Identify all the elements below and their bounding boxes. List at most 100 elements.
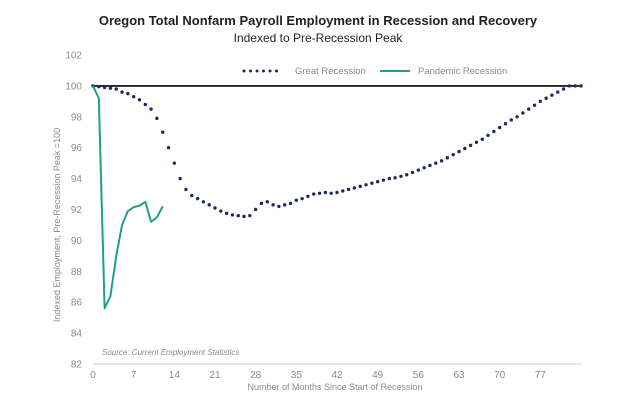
great-recession-point [544,96,548,100]
great-recession-point [230,213,235,217]
great-recession-point [236,213,240,218]
y-tick-label: 92 [71,205,83,216]
great-recession-point [439,159,444,163]
great-recession-point [294,198,299,202]
great-recession-point [224,211,229,216]
great-recession-point [120,90,124,94]
legend: Great Recession Pandemic Recession [242,66,507,77]
x-axis-ticks: 0 7 14 21 28 35 42 49 56 63 70 77 [90,370,546,381]
great-recession-point [190,193,194,198]
great-recession-point [149,107,153,111]
x-tick-label: 56 [413,370,425,381]
great-recession-point [370,181,374,185]
great-recession-point [306,194,310,199]
great-recession-point [242,214,246,219]
great-recession-point [375,179,380,184]
great-recession-point [259,201,264,206]
great-recession-point [312,192,316,196]
great-recession-point [329,191,333,195]
great-recession-point [422,166,426,170]
great-recession-point [416,168,421,172]
x-axis-label: Number of Months Since Start of Recessio… [247,382,422,392]
great-recession-point [248,213,252,218]
great-recession-point [341,189,345,193]
legend-pandemic-recession-label: Pandemic Recession [418,66,507,77]
great-recession-point [573,84,577,88]
great-recession-point [457,149,461,154]
x-tick-label: 42 [331,370,343,381]
y-tick-label: 88 [71,267,83,278]
great-recession-point [561,87,566,91]
x-tick-label: 14 [169,370,181,381]
great-recession-point [283,203,287,207]
great-recession-point [166,146,171,150]
x-tick-label: 49 [372,370,384,381]
legend-great-recession-label: Great Recession [295,66,366,77]
great-recession-point [213,206,217,210]
great-recession-point [137,98,142,102]
y-tick-label: 100 [65,81,82,92]
great-recession-point [346,187,351,192]
source-note: Source: Current Employment Statistics [102,348,239,357]
great-recession-point [527,107,531,111]
great-recession-point [532,103,537,107]
great-recession-point [463,146,467,151]
great-recession-point [556,90,560,94]
great-recession-point [451,152,455,157]
x-tick-label: 21 [209,370,221,381]
y-tick-label: 86 [71,298,83,309]
great-recession-point [579,84,583,88]
great-recession-point [277,204,281,209]
great-recession-point [538,99,543,104]
great-recession-point [126,91,130,96]
great-recession-point [486,133,490,138]
y-tick-label: 98 [71,112,83,123]
great-recession-point [131,95,136,99]
great-recession-point [253,207,258,212]
great-recession-point [428,163,432,168]
x-tick-label: 77 [535,370,547,381]
great-recession-point [364,183,368,187]
great-recession-point [288,201,293,206]
great-recession-point [300,196,304,201]
great-recession-point [515,115,519,119]
x-tick-label: 63 [453,370,465,381]
series-pandemic-recession-line [92,85,164,310]
great-recession-point [521,111,525,115]
y-tick-label: 94 [71,174,83,185]
great-recession-point [219,209,223,213]
great-recession-point [184,187,188,192]
great-recession-point [445,156,450,160]
great-recession-point [509,118,513,122]
great-recession-point [492,129,496,134]
y-tick-label: 102 [65,51,82,62]
y-tick-label: 90 [71,236,83,247]
y-tick-label: 82 [71,360,83,371]
great-recession-point [102,85,107,90]
great-recession-point [201,200,206,204]
great-recession-point [550,93,554,97]
great-recession-point [399,174,403,178]
great-recession-point [317,191,322,195]
great-recession-point [271,203,275,207]
great-recession-point [393,176,397,180]
great-recession-point [265,200,269,204]
great-recession-point [567,84,572,88]
great-recession-point [323,190,328,195]
x-tick-label: 28 [250,370,262,381]
great-recession-point [114,87,118,91]
y-axis-label: Indexed Employment, Pre-Recession Peak =… [52,128,62,322]
chart-title: Oregon Total Nonfarm Payroll Employment … [99,13,538,28]
great-recession-point [207,203,211,207]
great-recession-point [155,116,159,121]
y-tick-label: 84 [71,329,83,340]
great-recession-point [405,173,409,177]
x-tick-label: 7 [131,370,137,381]
great-recession-point [410,170,415,175]
x-tick-label: 0 [90,370,96,381]
great-recession-point [335,190,339,195]
great-recession-point [172,161,177,165]
great-recession-point [474,140,479,144]
y-axis-ticks: 82 84 86 88 90 92 94 96 98 100 102 [65,51,82,371]
